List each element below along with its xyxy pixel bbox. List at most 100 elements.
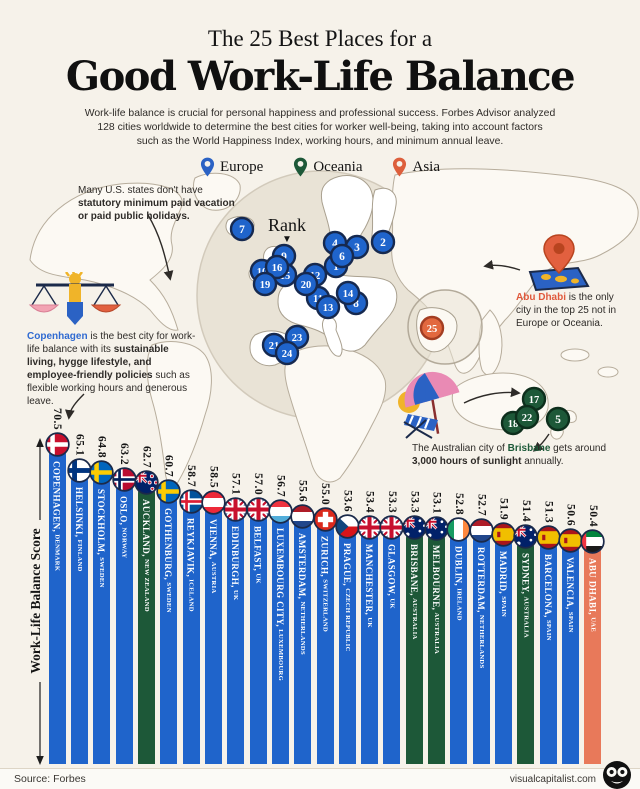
svg-text:4: 4 [332,238,338,250]
map-marker-19: 19 [252,271,278,297]
bar-madrid: Madrid, Spain [495,537,513,764]
map-marker-7: 7 [229,216,255,242]
map-marker-6: 6 [329,243,355,269]
bar-label-abu-dhabi: Abu Dhabi, UAE [587,558,598,633]
abu-dhabi-pin-illustration [528,234,590,292]
bar-label-copenhagen: Copenhagen, Denmark [51,461,62,572]
flag-melbourne [423,515,450,542]
svg-text:24: 24 [282,349,293,360]
flag-sydney [512,523,539,550]
bar-label-brisbane: Brisbane, Australia [408,544,419,640]
bar-vienna: Vienna, Austria [204,505,222,764]
flag-at-icon [201,489,226,515]
flag-madrid [490,521,517,548]
umbrella-icon [404,371,460,434]
bar-label-luxembourg-city: Luxembourg City, Luxembourg [274,528,285,682]
bar-auckland: Auckland, New Zealand [137,485,155,764]
bar-edinburgh: Edinburgh, UK [227,512,245,764]
beach-illustration [398,371,460,439]
bar-label-gothenburg: Gothenburg, Sweden [163,508,174,613]
bar-label-helsinki: Helsinki, Finland [73,487,84,572]
flag-au-icon [424,515,449,541]
bar-label-auckland: Auckland, New Zealand [140,499,151,612]
bar-label-dublin: Dublin, Ireland [453,546,464,621]
legend-label-oceania: Oceania [313,158,363,175]
map-marker-20: 20 [293,271,319,297]
bar-label-rotterdam: Rotterdam, Netherlands [475,547,486,669]
svg-text:16: 16 [272,263,283,274]
map-marker-16: 16 [264,254,290,280]
flag-ie-icon [446,516,472,542]
svg-text:6: 6 [339,251,345,263]
bar-label-zurich: Zurich, Switzerland [319,536,330,633]
svg-text:18: 18 [508,419,519,430]
svg-text:19: 19 [260,280,271,291]
bar-zurich: Zurich, Switzerland [316,522,334,764]
header: The 25 Best Places for a Good Work-Life … [0,0,640,177]
flag-ch-icon [312,506,338,532]
left-pan [28,304,60,313]
flag-belfast [245,496,272,523]
island [597,366,619,378]
flag-abu-dhabi [579,528,606,555]
legend-label-europe: Europe [220,158,264,175]
island [560,348,590,362]
bar-sydney: Sydney, Australia [517,539,535,764]
svg-text:21: 21 [269,341,280,352]
intro-paragraph: Work-life balance is crucial for persona… [0,107,640,148]
sleeve [67,302,83,325]
bar-label-vienna: Vienna, Austria [207,519,218,594]
flag-edinburgh [222,496,249,523]
svg-text:15: 15 [280,271,291,282]
source-credit: Source: Forbes [14,773,86,785]
flag-luxembourg-city [267,498,294,525]
legend-label-asia: Asia [412,158,440,175]
world-map: 1234567891011121314151617181920212223242… [29,168,639,486]
flag-prague [334,513,361,540]
svg-text:20: 20 [301,280,312,291]
flag-uk-icon [379,514,405,540]
bar-brisbane: Brisbane, Australia [405,530,423,764]
legend-item-oceania: Oceania [293,157,362,177]
flag-barcelona [535,524,562,551]
value-sydney: 51.4 [519,499,532,522]
bar-oslo: Oslo, Norway [115,482,133,764]
bar-label-glasgow: Glasgow, UK [386,544,397,609]
rank-pointer-icon: ▼ [282,234,292,245]
bar-label-valencia: Valencia, Spain [565,557,576,633]
intro-line-3: such as the World Happiness Index, worki… [136,135,504,147]
copenhagen-note-arrow [65,393,85,420]
flag-uk-icon [357,514,382,540]
flag-valencia [557,527,584,554]
balance-scales-illustration [28,272,122,325]
flag-zurich [312,506,339,533]
flag-manchester [356,514,383,541]
brisbane-note-arrow [463,387,521,404]
bar-abu-dhabi: Abu Dhabi, UAE [584,544,602,764]
page-title-kicker: The 25 Best Places for a [207,26,433,51]
svg-text:9: 9 [281,251,287,263]
value-abu-dhabi: 50.4 [586,504,599,527]
bar-amsterdam: Amsterdam, Netherlands [294,519,312,764]
svg-text:2: 2 [380,237,386,249]
bar-belfast: Belfast, UK [249,512,267,764]
flag-ae-icon [580,528,606,554]
svg-text:5: 5 [555,414,561,426]
flag-es-icon [491,521,516,547]
flag-glasgow [378,514,405,541]
bar-label-melbourne: Melbourne, Australia [431,545,442,655]
intro-line-2: 128 cities worldwide to determine the be… [97,121,543,133]
value-barcelona: 51.3 [542,500,555,523]
abu-dhabi-note-arrow [483,259,521,271]
bar-melbourne: Melbourne, Australia [428,531,446,764]
legend-item-europe: Europe [200,157,263,177]
us-note: Many U.S. states don't have statutory mi… [78,185,235,222]
rank-markers: 1234567891011121314151617181920212223242… [229,216,571,436]
abu-dhabi-note: Abu Dhabi is the only city in the top 25… [516,292,617,329]
world-map-section: 1234567891011121314151617181920212223242… [0,160,640,492]
region-legend: Europe Oceania Asia [0,157,640,177]
svg-text:22: 22 [522,413,533,424]
flag-es-icon [536,524,561,550]
flag-amsterdam [289,503,316,530]
bar-barcelona: Barcelona, Spain [539,540,557,764]
